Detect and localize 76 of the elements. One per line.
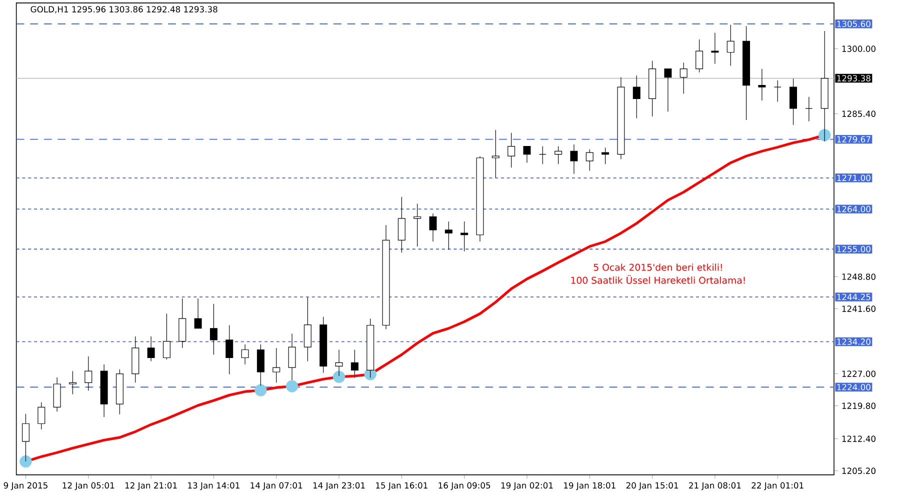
- candlestick: [84, 356, 92, 391]
- candlestick: [398, 196, 406, 253]
- candlestick: [429, 213, 437, 242]
- ref-line-label: 1224.00: [837, 384, 870, 390]
- x-tick-label: 14 Jan 23:01: [313, 482, 365, 490]
- x-tick-label: 22 Jan 01:01: [752, 482, 804, 490]
- ref-line-label: 1264.00: [837, 206, 870, 212]
- ref-line-label: 1271.00: [837, 174, 870, 181]
- candlestick: [68, 370, 76, 394]
- candlestick: [194, 298, 202, 328]
- candlestick: [664, 68, 672, 112]
- ref-line-label: 1293.38: [837, 74, 870, 82]
- candlestick: [632, 75, 640, 118]
- candlestick: [774, 80, 782, 102]
- candlestick: [602, 147, 610, 164]
- candlestick: [304, 296, 312, 362]
- candlestick: [335, 349, 343, 376]
- y-tick-label: 1219.80: [842, 402, 876, 409]
- x-tick-label: 9 Jan 2015: [4, 482, 48, 490]
- candlestick: [350, 349, 358, 378]
- candlestick: [523, 146, 531, 163]
- candlestick: [22, 413, 30, 462]
- candlestick: [38, 402, 46, 430]
- candlestick: [210, 303, 218, 355]
- candlestick: [586, 148, 594, 171]
- point: [818, 128, 831, 142]
- x-tick-label: 16 Jan 09:05: [438, 482, 490, 490]
- candlestick: [508, 132, 516, 168]
- y-tick-label: 1205.20: [842, 467, 876, 474]
- ref-line-label: 1255.00: [837, 246, 870, 252]
- candlestick: [288, 333, 296, 380]
- annotation: 5 Ocak 2015'den beri etkili!: [594, 263, 722, 271]
- x-tick-label: 15 Jan 16:01: [376, 482, 428, 490]
- x-tick-label: 14 Jan 07:01: [250, 482, 302, 490]
- y-tick-label: 1248.80: [842, 273, 876, 280]
- point: [332, 370, 346, 383]
- candlestick: [805, 96, 813, 122]
- annotation: 100 Saatlik Üssel Hareketli Ortalama!: [571, 274, 745, 284]
- y-tick-label: 1300.00: [842, 45, 876, 52]
- candlestick: [444, 221, 452, 250]
- x-tick-label: 20 Jan 15:01: [626, 482, 678, 490]
- candlestick: [256, 344, 264, 386]
- candlestick: [241, 344, 249, 365]
- candlestick: [53, 376, 61, 412]
- candlestick: [726, 24, 734, 66]
- ref-line-label: 1305.60: [837, 20, 870, 27]
- candlestick: [758, 68, 766, 101]
- candlestick: [696, 38, 704, 72]
- candlestick: [790, 78, 798, 126]
- point: [286, 380, 298, 392]
- candlestick: [680, 62, 688, 94]
- candlestick: [711, 32, 719, 64]
- candlestick: [178, 298, 186, 348]
- x-tick-label: 19 Jan 02:01: [501, 482, 553, 490]
- point: [20, 455, 32, 468]
- chart-title: GOLD,H1 1295.96 1303.86 1292.48 1293.38: [30, 6, 218, 14]
- y-tick-label: 1285.40: [842, 110, 876, 117]
- ref-line-label: 1234.20: [837, 338, 870, 345]
- x-tick-label: 12 Jan 21:01: [125, 482, 177, 490]
- candlestick: [162, 313, 170, 360]
- ref-line-label: 1244.25: [837, 294, 870, 300]
- candlestick: [226, 324, 234, 374]
- candlestick: [570, 144, 578, 174]
- y-tick-label: 1241.60: [842, 305, 876, 312]
- candlestick: [147, 336, 155, 362]
- x-tick-label: 12 Jan 05:01: [62, 482, 114, 490]
- y-tick-label: 1227.00: [842, 370, 876, 377]
- x-tick-label: 21 Jan 08:01: [689, 482, 741, 490]
- point: [254, 384, 267, 396]
- candlestick: [538, 146, 546, 164]
- x-tick-label: 19 Jan 18:01: [564, 482, 616, 490]
- candlestick: [554, 146, 562, 164]
- x-tick-label: 13 Jan 14:01: [188, 482, 240, 490]
- candlestick: [272, 347, 280, 383]
- ref-line-label: 1279.67: [837, 136, 870, 142]
- y-tick-label: 1212.40: [842, 435, 876, 442]
